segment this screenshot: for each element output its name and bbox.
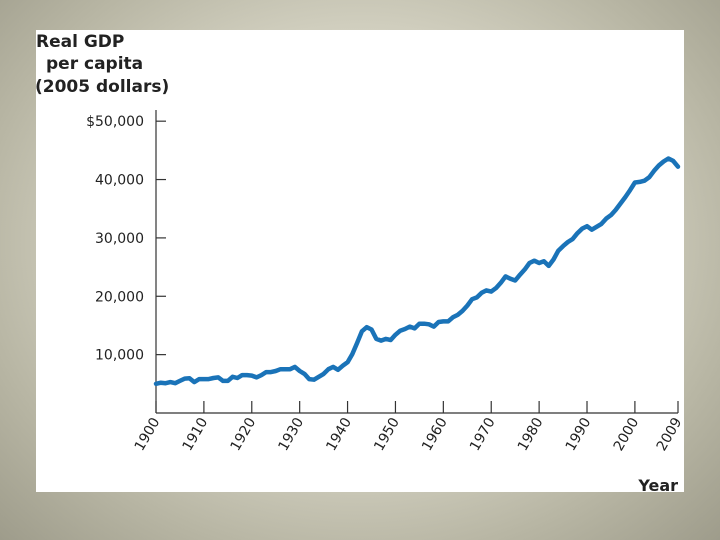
gdp-line-chart: Real GDP per capita (2005 dollars) 10,00… [36, 32, 684, 492]
x-tick-label: 1920 [228, 415, 260, 454]
gdp-series-line [153, 156, 681, 387]
y-tick-label: 30,000 [95, 231, 144, 247]
x-tick-label: 1900 [132, 415, 164, 454]
x-tick-label: 1940 [323, 415, 355, 454]
x-tick-label: 1990 [563, 415, 595, 454]
y-tick-label: 40,000 [95, 173, 144, 189]
x-axis-ticks: 1900 1910 1920 1930 1940 1950 1960 1970 1980 1990… [132, 401, 684, 454]
x-tick-label: 2000 [611, 415, 643, 454]
x-axis-title: Year [637, 476, 678, 492]
y-tick-label: $50,000 [86, 114, 144, 130]
y-axis-title-line-2: per capita [46, 54, 143, 74]
chart-panel: Real GDP per capita (2005 dollars) 10,00… [36, 30, 684, 492]
y-tick-label: 10,000 [95, 348, 144, 364]
y-tick-label: 20,000 [95, 289, 144, 305]
x-tick-label: 1930 [275, 415, 307, 454]
y-axis-title-line-3: (2005 dollars) [36, 77, 169, 97]
x-tick-label: 1980 [515, 415, 547, 454]
x-tick-label: 1970 [467, 415, 499, 454]
y-axis-title-line-1: Real GDP [36, 32, 124, 52]
y-axis-ticks: 10,000 20,000 30,000 40,000 $50,000 [86, 114, 166, 364]
x-tick-label: 1950 [371, 415, 403, 454]
y-axis-title: Real GDP per capita (2005 dollars) [36, 32, 169, 97]
x-tick-label: 2009 [654, 415, 684, 454]
x-tick-label: 1910 [180, 415, 212, 454]
x-tick-label: 1960 [419, 415, 451, 454]
